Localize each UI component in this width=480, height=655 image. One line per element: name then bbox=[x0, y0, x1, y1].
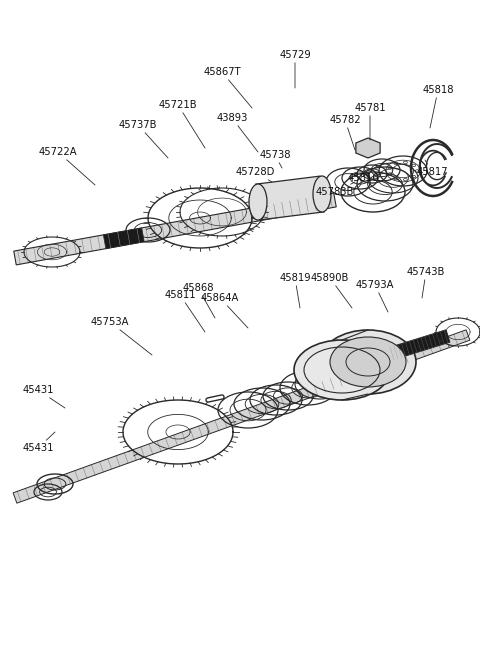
Polygon shape bbox=[14, 193, 336, 265]
Text: 45728D: 45728D bbox=[235, 167, 275, 182]
Ellipse shape bbox=[330, 337, 406, 387]
Text: 45431: 45431 bbox=[22, 432, 55, 453]
Text: 45819: 45819 bbox=[279, 273, 311, 308]
Ellipse shape bbox=[313, 176, 331, 212]
Text: 45867T: 45867T bbox=[203, 67, 252, 108]
Polygon shape bbox=[103, 228, 144, 249]
Text: 45864A: 45864A bbox=[201, 293, 248, 328]
Text: 45781: 45781 bbox=[354, 103, 386, 140]
Text: 45722A: 45722A bbox=[39, 147, 95, 185]
Text: 45753A: 45753A bbox=[91, 317, 152, 355]
Text: 45890B: 45890B bbox=[311, 273, 352, 308]
Text: 45737B: 45737B bbox=[119, 120, 168, 158]
Text: 45743B: 45743B bbox=[407, 267, 445, 298]
Text: 45738: 45738 bbox=[259, 150, 291, 168]
Text: 45868: 45868 bbox=[182, 283, 215, 318]
Ellipse shape bbox=[294, 340, 390, 400]
Text: 45783B: 45783B bbox=[316, 182, 355, 197]
Text: 45793A: 45793A bbox=[356, 280, 394, 312]
Text: 45816: 45816 bbox=[347, 168, 379, 183]
Text: 43893: 43893 bbox=[216, 113, 258, 152]
Polygon shape bbox=[256, 176, 324, 220]
Text: 45817: 45817 bbox=[416, 160, 448, 177]
Text: 45721B: 45721B bbox=[159, 100, 205, 148]
Text: 45431: 45431 bbox=[22, 385, 65, 408]
Text: 45729: 45729 bbox=[279, 50, 311, 88]
Ellipse shape bbox=[249, 184, 267, 220]
Text: 45818: 45818 bbox=[422, 85, 454, 128]
Polygon shape bbox=[356, 138, 380, 158]
Ellipse shape bbox=[320, 330, 416, 394]
Text: 45782: 45782 bbox=[329, 115, 361, 150]
Polygon shape bbox=[13, 330, 470, 503]
Text: 45811: 45811 bbox=[164, 290, 205, 332]
Polygon shape bbox=[388, 329, 450, 360]
